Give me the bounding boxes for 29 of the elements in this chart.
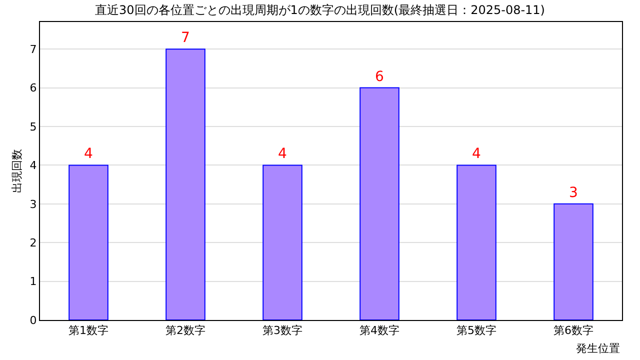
bar [262, 164, 302, 320]
y-axis-title: 出現回数 [10, 149, 24, 193]
y-tick-label: 4 [30, 159, 37, 172]
y-tick-label: 0 [30, 314, 37, 327]
x-tick-label: 第5数字 [456, 324, 496, 338]
y-tick-label: 2 [30, 236, 37, 250]
y-tick-label: 5 [30, 120, 37, 134]
data-label: 4 [472, 146, 481, 162]
y-tick-label: 7 [30, 42, 37, 56]
x-tick-label: 第3数字 [262, 324, 302, 338]
x-tick-label: 第1数字 [68, 324, 108, 338]
x-tick-label: 第6数字 [554, 324, 594, 338]
chart-title: 直近30回の各位置ごとの出現周期が1の数字の出現回数(最終抽選日：2025-08-11) [94, 2, 546, 17]
data-label: 6 [375, 68, 384, 85]
data-label: 7 [181, 30, 190, 46]
bar [68, 164, 108, 320]
data-label: 4 [278, 146, 287, 162]
bar [360, 87, 400, 320]
bar [456, 164, 496, 320]
y-tick-label: 1 [30, 275, 37, 288]
y-tick-label: 6 [30, 82, 37, 95]
x-tick-label: 第2数字 [166, 324, 206, 338]
x-tick-label: 第4数字 [360, 324, 400, 338]
x-axis-title: 発生位置 [576, 342, 620, 355]
data-label: 3 [569, 184, 578, 201]
y-tick-label: 3 [30, 198, 37, 211]
data-label: 4 [84, 146, 93, 162]
bar [554, 203, 594, 320]
bar [166, 48, 206, 320]
